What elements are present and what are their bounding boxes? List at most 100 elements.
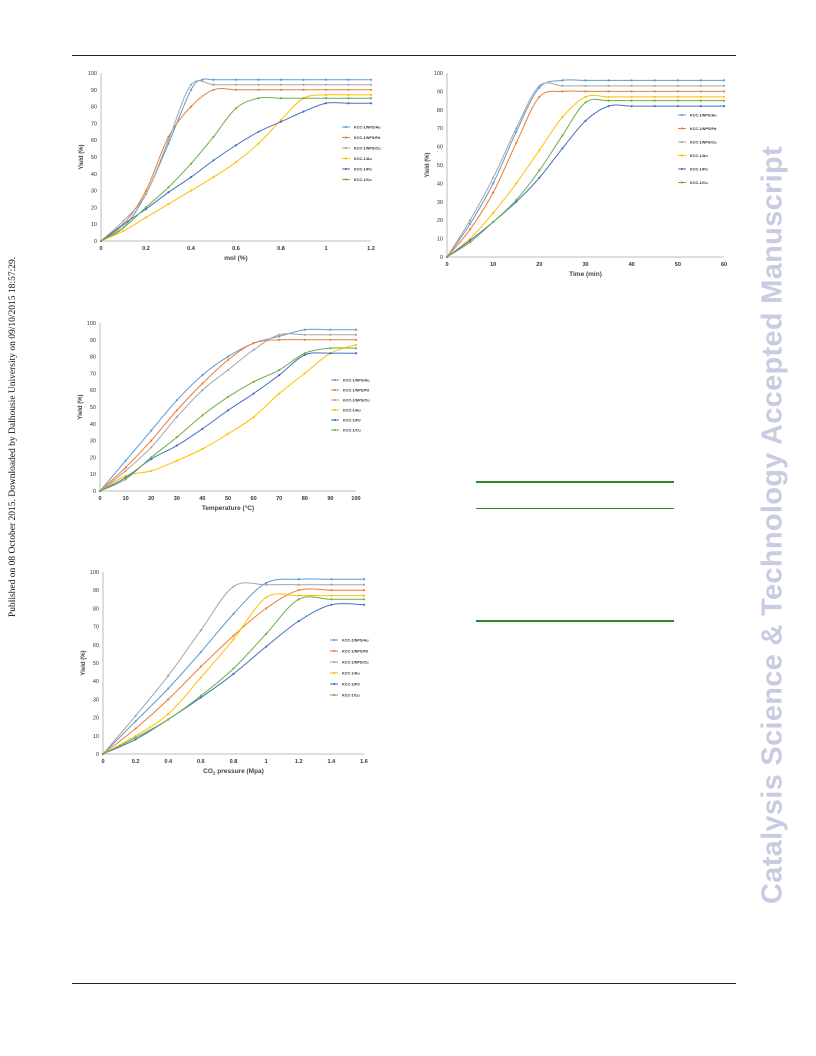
y-tick-label: 70: [437, 126, 443, 132]
x-tick-label: 10: [490, 262, 496, 268]
data-point: [279, 83, 283, 86]
data-point: [561, 134, 564, 137]
data-point: [199, 696, 202, 699]
data-point: [354, 333, 358, 336]
data-point: [653, 79, 656, 82]
y-axis-title: Yield (%): [425, 152, 431, 177]
data-point: [515, 130, 518, 133]
x-tick-label: 0.2: [132, 759, 140, 765]
data-point: [257, 142, 260, 145]
data-point: [124, 466, 127, 469]
data-point: [584, 101, 587, 104]
y-tick-label: 50: [90, 405, 96, 411]
data-point: [122, 219, 125, 222]
y-axis-title: Yield (%): [79, 144, 85, 169]
data-point: [232, 634, 235, 637]
data-point: [278, 392, 281, 395]
data-point: [330, 589, 333, 592]
data-point: [167, 139, 170, 142]
y-tick-label: 30: [91, 189, 97, 195]
data-point: [150, 446, 153, 449]
data-point: [265, 583, 268, 586]
y-tick-label: 60: [90, 388, 96, 394]
data-point: [303, 338, 306, 341]
data-point: [330, 583, 333, 586]
data-point: [369, 93, 373, 96]
data-point: [538, 169, 541, 172]
data-point: [297, 583, 300, 586]
data-point: [630, 105, 633, 108]
data-point: [676, 105, 679, 108]
data-point: [492, 191, 495, 194]
y-tick-label: 30: [90, 439, 96, 445]
data-point: [297, 594, 300, 597]
data-point: [134, 727, 137, 730]
data-point: [324, 97, 328, 100]
y-axis-title: Yield (%): [78, 394, 84, 419]
y-tick-label: 80: [93, 606, 99, 612]
y-tick-label: 20: [93, 716, 99, 722]
data-point: [445, 255, 449, 259]
x-tick-label: 50: [675, 262, 681, 268]
data-point: [150, 439, 153, 442]
data-point: [201, 427, 204, 430]
header-rule: [72, 55, 736, 56]
data-point: [199, 650, 202, 654]
y-tick-label: 10: [91, 222, 97, 228]
data-point: [124, 474, 127, 477]
data-point: [329, 328, 332, 331]
data-point: [468, 219, 472, 222]
y-tick-label: 30: [93, 697, 99, 703]
data-point: [302, 83, 305, 86]
data-point: [212, 135, 215, 138]
data-point: [324, 102, 328, 105]
data-point: [468, 239, 472, 242]
data-point: [561, 116, 564, 119]
x-tick-label: 20: [148, 496, 154, 502]
data-point: [252, 380, 255, 383]
data-point: [175, 415, 178, 419]
x-tick-label: 0: [445, 262, 448, 268]
data-point: [538, 86, 541, 89]
data-point: [607, 95, 610, 99]
data-point: [122, 223, 125, 226]
data-point: [584, 119, 587, 122]
data-point: [324, 93, 328, 96]
data-point: [369, 88, 373, 91]
y-tick-label: 60: [93, 643, 99, 649]
data-point: [324, 78, 328, 81]
data-point: [252, 392, 255, 395]
data-point: [607, 99, 610, 102]
legend-marker: [680, 167, 684, 171]
data-point: [124, 469, 127, 472]
data-point: [561, 147, 564, 150]
data-point: [354, 352, 358, 355]
x-tick-label: 1.4: [328, 759, 337, 765]
x-tick-label: 0.8: [277, 246, 285, 252]
y-tick-label: 100: [90, 570, 99, 576]
x-tick-label: 20: [536, 262, 542, 268]
data-point: [362, 583, 366, 586]
legend-marker: [344, 136, 348, 139]
legend-label: KCC-1/Cu: [690, 181, 708, 185]
data-point: [226, 368, 230, 372]
data-point: [189, 88, 193, 91]
x-tick-label: 100: [351, 496, 360, 502]
x-tick-label: 30: [174, 496, 180, 502]
data-point: [278, 338, 281, 341]
data-point: [303, 352, 306, 355]
data-point: [347, 93, 350, 96]
data-point: [257, 83, 260, 86]
legend-label: KCC-1/NPS/Pd: [690, 127, 717, 131]
footer-rule: [72, 983, 736, 984]
legend-label: KCC-1/Cu: [342, 694, 360, 698]
x-tick-label: 0.8: [230, 759, 238, 765]
y-tick-label: 40: [90, 422, 96, 428]
data-point: [362, 589, 366, 592]
y-tick-label: 0: [96, 752, 99, 758]
data-point: [124, 478, 127, 481]
data-point: [189, 189, 193, 192]
data-point: [354, 338, 358, 341]
